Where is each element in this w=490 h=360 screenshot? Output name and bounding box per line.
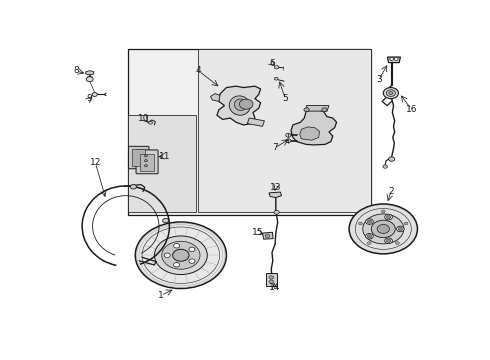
Circle shape [381, 210, 385, 213]
Circle shape [366, 234, 373, 239]
Circle shape [164, 253, 170, 257]
Circle shape [386, 90, 395, 96]
Ellipse shape [234, 99, 246, 111]
Circle shape [154, 236, 207, 275]
Circle shape [385, 214, 392, 220]
Polygon shape [300, 127, 319, 140]
FancyBboxPatch shape [128, 146, 149, 169]
FancyBboxPatch shape [136, 150, 158, 174]
Circle shape [390, 58, 393, 60]
Polygon shape [211, 94, 220, 102]
Text: 7: 7 [272, 144, 277, 153]
Circle shape [274, 210, 279, 214]
Circle shape [389, 92, 393, 94]
Circle shape [274, 77, 278, 80]
Circle shape [386, 215, 391, 219]
Bar [132, 149, 145, 166]
Circle shape [398, 227, 403, 231]
Circle shape [363, 214, 404, 244]
Ellipse shape [229, 96, 250, 115]
Circle shape [239, 99, 253, 109]
Circle shape [163, 219, 169, 223]
Text: 13: 13 [270, 183, 282, 192]
Circle shape [173, 262, 180, 267]
Text: 8: 8 [74, 66, 79, 75]
Circle shape [322, 108, 327, 112]
Bar [128, 115, 196, 212]
Circle shape [304, 108, 309, 112]
Bar [140, 153, 154, 171]
Polygon shape [269, 192, 281, 198]
Text: 12: 12 [90, 158, 101, 167]
Circle shape [404, 222, 408, 225]
Bar [128, 49, 371, 215]
Circle shape [145, 165, 147, 167]
Circle shape [394, 58, 398, 60]
Polygon shape [306, 105, 329, 111]
Circle shape [366, 219, 373, 224]
Polygon shape [388, 57, 400, 63]
Circle shape [130, 185, 136, 189]
Text: 3: 3 [376, 75, 382, 84]
Polygon shape [217, 86, 261, 125]
Circle shape [189, 259, 195, 264]
Circle shape [92, 93, 98, 96]
Polygon shape [247, 118, 265, 126]
Polygon shape [263, 232, 273, 239]
Polygon shape [291, 110, 337, 145]
Circle shape [135, 222, 226, 288]
Circle shape [274, 66, 279, 69]
Circle shape [368, 242, 371, 244]
Text: 4: 4 [196, 66, 201, 75]
Circle shape [396, 226, 404, 232]
Circle shape [265, 234, 270, 238]
Circle shape [86, 77, 93, 82]
Bar [198, 49, 371, 212]
Text: 15: 15 [252, 228, 264, 237]
Circle shape [145, 159, 147, 162]
Circle shape [386, 239, 391, 242]
Circle shape [367, 220, 372, 223]
Circle shape [367, 235, 372, 238]
Circle shape [172, 249, 189, 261]
Text: 16: 16 [406, 105, 417, 114]
Text: 14: 14 [269, 283, 280, 292]
Text: 1: 1 [158, 291, 164, 300]
Circle shape [162, 241, 200, 269]
Circle shape [359, 222, 363, 225]
Text: 10: 10 [138, 113, 150, 122]
Circle shape [148, 121, 152, 124]
Circle shape [395, 242, 399, 244]
Circle shape [383, 165, 388, 168]
Circle shape [189, 247, 195, 252]
Text: 2: 2 [388, 187, 393, 196]
Circle shape [377, 224, 390, 233]
Circle shape [286, 139, 291, 143]
Circle shape [389, 157, 394, 161]
Polygon shape [86, 71, 94, 75]
Circle shape [269, 280, 273, 283]
Polygon shape [267, 273, 276, 286]
Text: 6: 6 [269, 59, 275, 68]
Circle shape [286, 133, 291, 137]
Circle shape [145, 155, 147, 157]
Circle shape [383, 87, 398, 99]
Circle shape [371, 220, 395, 238]
Circle shape [349, 204, 417, 254]
Circle shape [385, 238, 392, 244]
Text: 9: 9 [87, 94, 93, 103]
Text: 11: 11 [159, 152, 171, 161]
Circle shape [269, 276, 273, 279]
Circle shape [173, 244, 180, 248]
Text: 5: 5 [282, 94, 288, 103]
